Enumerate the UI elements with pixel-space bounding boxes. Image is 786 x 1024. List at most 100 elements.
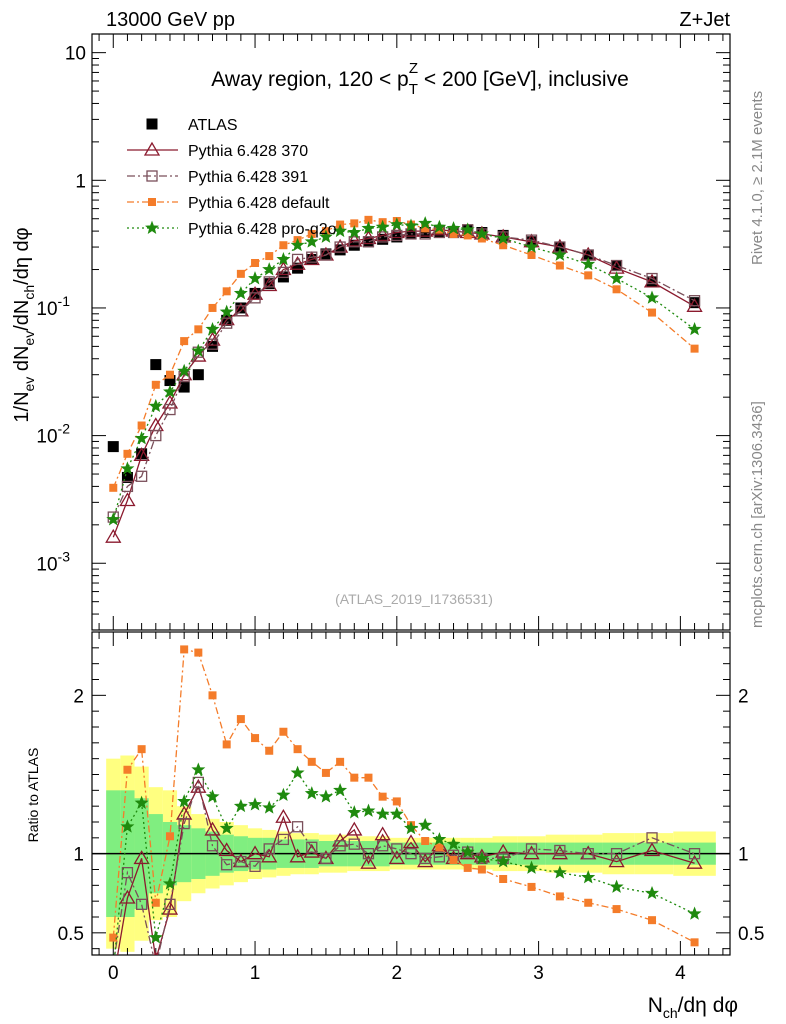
ratio-point-pythia-6-428-pro-q2o bbox=[432, 832, 447, 846]
data-point-pythia-6-428-391 bbox=[164, 403, 176, 416]
ratio-point-pythia-6-428-pro-q2o bbox=[496, 854, 511, 868]
data-point-atlas bbox=[292, 262, 304, 274]
ratio-point-pythia-6-428-pro-q2o bbox=[609, 879, 624, 893]
ratio-point-pythia-6-428-default bbox=[690, 938, 699, 947]
legend-item-atlas: ATLAS bbox=[146, 117, 238, 134]
data-point-pythia-6-428-391 bbox=[263, 276, 275, 288]
x-tick-label: 4 bbox=[675, 963, 686, 984]
data-point-atlas bbox=[334, 244, 346, 256]
header-left: 13000 GeV pp bbox=[106, 9, 235, 31]
ratio-point-pythia-6-428-370 bbox=[417, 853, 434, 868]
ratio-point-pythia-6-428-370 bbox=[133, 850, 150, 865]
ratio-point-pythia-6-428-pro-q2o bbox=[333, 782, 348, 797]
data-point-pythia-6-428-default bbox=[612, 285, 621, 294]
data-point-pythia-6-428-pro-q2o bbox=[120, 461, 135, 475]
legend-marker bbox=[146, 170, 158, 182]
data-point-atlas bbox=[320, 248, 332, 260]
ratio-pythia-6-428-pro-q2o bbox=[114, 762, 702, 955]
ratio-point-pythia-6-428-pro-q2o bbox=[191, 762, 206, 776]
ratio-point-pythia-6-428-default bbox=[321, 768, 330, 777]
data-point-pythia-6-428-370 bbox=[119, 492, 136, 507]
ratio-point-pythia-6-428-391 bbox=[263, 843, 275, 855]
ratio-line-pythia-6-428-391 bbox=[114, 780, 695, 955]
ratio-point-pythia-6-428-default bbox=[180, 645, 189, 654]
data-point-pythia-6-428-default bbox=[279, 241, 288, 250]
data-point-pythia-6-428-pro-q2o bbox=[262, 262, 277, 276]
ratio-point-pythia-6-428-370 bbox=[261, 848, 278, 863]
data-point-pythia-6-428-391 bbox=[610, 259, 623, 272]
y-tick-label: 10-3 bbox=[36, 548, 70, 575]
ratio-point-pythia-6-428-391 bbox=[277, 833, 290, 846]
data-point-atlas bbox=[136, 448, 148, 460]
data-point-pythia-6-428-391 bbox=[334, 241, 346, 253]
series-line-pythia-6-428-391 bbox=[112, 229, 695, 518]
data-point-atlas bbox=[192, 369, 204, 381]
ratio-point-pythia-6-428-370 bbox=[346, 821, 363, 836]
ratio-point-pythia-6-428-370 bbox=[388, 850, 405, 865]
ratio-point-pythia-6-428-391 bbox=[348, 838, 360, 850]
ratio-point-pythia-6-428-pro-q2o bbox=[446, 836, 461, 851]
ratio-y-tick-label-right: 2 bbox=[738, 686, 749, 707]
ratio-point-pythia-6-428-391 bbox=[135, 898, 148, 910]
ratio-point-pythia-6-428-370 bbox=[246, 845, 264, 860]
ratio-point-pythia-6-428-default bbox=[307, 757, 316, 766]
data-point-atlas bbox=[121, 471, 133, 483]
data-point-pythia-6-428-pro-q2o bbox=[404, 218, 418, 232]
legend-marker bbox=[143, 141, 161, 156]
ratio-point-pythia-6-428-370 bbox=[303, 843, 320, 858]
legend-marker bbox=[148, 198, 156, 206]
data-point-pythia-6-428-391 bbox=[121, 480, 134, 493]
data-point-pythia-6-428-default bbox=[180, 337, 189, 346]
data-point-pythia-6-428-391 bbox=[320, 249, 332, 261]
ratio-point-pythia-6-428-391 bbox=[291, 821, 304, 833]
y-tick-label: 10 bbox=[65, 44, 86, 65]
ratio-point-pythia-6-428-default bbox=[527, 882, 536, 891]
ratio-point-pythia-6-428-pro-q2o bbox=[304, 786, 319, 800]
data-point-pythia-6-428-pro-q2o bbox=[177, 363, 192, 378]
ratio-point-pythia-6-428-391 bbox=[646, 832, 658, 844]
data-point-pythia-6-428-pro-q2o bbox=[432, 219, 447, 234]
y-tick-label: 1 bbox=[75, 171, 86, 192]
ratio-point-pythia-6-428-default bbox=[364, 773, 373, 782]
data-point-pythia-6-428-391 bbox=[249, 292, 261, 304]
data-point-pythia-6-428-391 bbox=[376, 231, 389, 243]
data-point-pythia-6-428-391 bbox=[306, 251, 318, 263]
data-point-pythia-6-428-default bbox=[137, 421, 146, 430]
ratio-point-pythia-6-428-default bbox=[392, 797, 401, 806]
ratio-point-pythia-6-428-370 bbox=[374, 826, 391, 841]
ratio-point-pythia-6-428-pro-q2o bbox=[361, 803, 376, 817]
ratio-point-pythia-6-428-pro-q2o bbox=[262, 800, 277, 814]
ratio-point-pythia-6-428-370 bbox=[190, 778, 207, 793]
ratio-point-pythia-6-428-370 bbox=[360, 854, 377, 869]
ratio-point-pythia-6-428-391 bbox=[206, 840, 219, 852]
data-point-pythia-6-428-default bbox=[350, 219, 359, 228]
data-point-pythia-6-428-pro-q2o bbox=[276, 252, 291, 266]
data-point-pythia-6-428-pro-q2o bbox=[219, 304, 234, 318]
ratio-point-pythia-6-428-391 bbox=[610, 848, 623, 860]
plot-title-suffix: < 200 [GeV], inclusive bbox=[418, 68, 629, 91]
ratio-point-pythia-6-428-391 bbox=[249, 860, 261, 872]
plot-title-sup: Z bbox=[409, 60, 418, 77]
ratio-point-pythia-6-428-391 bbox=[151, 961, 161, 971]
ratio-point-pythia-6-428-391 bbox=[419, 852, 431, 865]
data-point-atlas bbox=[235, 302, 247, 314]
ratio-point-pythia-6-428-pro-q2o bbox=[290, 765, 305, 779]
ratio-point-pythia-6-428-pro-q2o bbox=[248, 797, 262, 811]
ratio-point-pythia-6-428-391 bbox=[221, 859, 233, 871]
data-point-pythia-6-428-pro-q2o bbox=[474, 226, 489, 240]
main-panel: 10-3 10-2 10-1 1 10 bbox=[36, 33, 731, 631]
ratio-point-pythia-6-428-pro-q2o bbox=[474, 851, 489, 865]
data-point-pythia-6-428-pro-q2o bbox=[418, 216, 433, 230]
ratio-point-pythia-6-428-pro-q2o bbox=[524, 860, 539, 874]
data-point-pythia-6-428-pro-q2o bbox=[304, 234, 319, 248]
ratio-point-pythia-6-428-370 bbox=[402, 834, 420, 849]
data-point-atlas bbox=[419, 227, 431, 239]
ratio-point-pythia-6-428-pro-q2o bbox=[347, 805, 362, 819]
ratio-point-pythia-6-428-default bbox=[477, 865, 486, 874]
ratio-point-pythia-6-428-default bbox=[236, 715, 245, 724]
x-tick-label: 2 bbox=[392, 963, 403, 984]
series-pythia-6-428-391 bbox=[107, 224, 701, 523]
ratio-point-pythia-6-428-default bbox=[350, 773, 359, 782]
data-point-atlas bbox=[207, 340, 219, 352]
